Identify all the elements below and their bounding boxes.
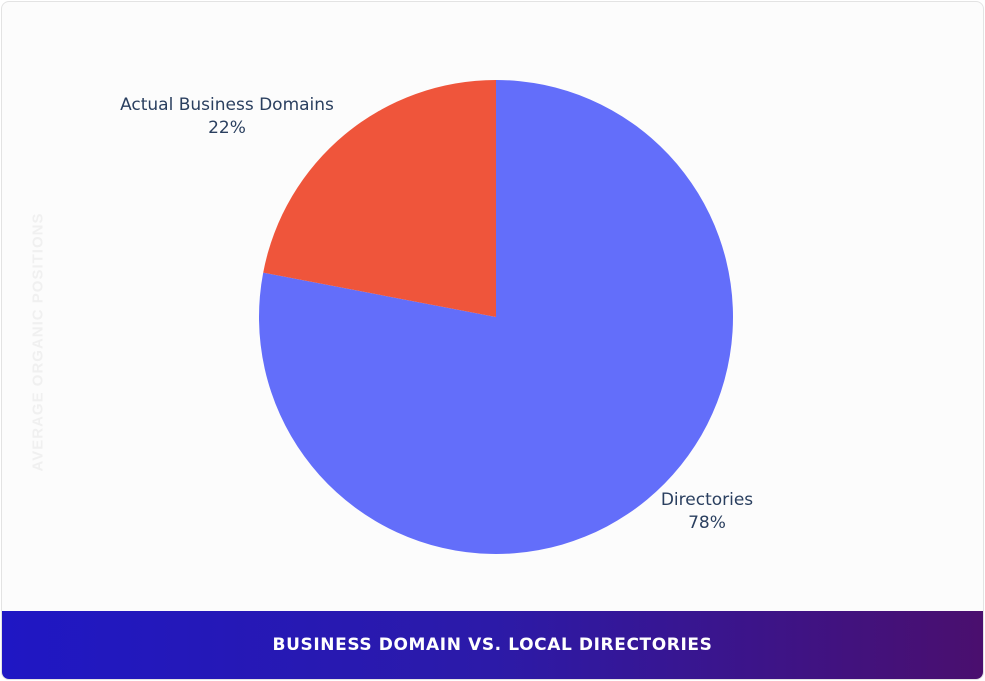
y-axis-title: AVERAGE ORGANIC POSITIONS xyxy=(29,212,47,472)
chart-footer: BUSINESS DOMAIN VS. LOCAL DIRECTORIES xyxy=(2,611,983,679)
chart-title: BUSINESS DOMAIN VS. LOCAL DIRECTORIES xyxy=(272,635,713,655)
slice-label: Directories xyxy=(661,490,753,510)
pie-chart: Directories 78% Actual Business Domains 22% xyxy=(120,79,753,554)
slice-label: Actual Business Domains xyxy=(120,95,334,115)
slice-value-label: 78% xyxy=(688,513,726,533)
pie-slice-actual-business-domains[interactable] xyxy=(263,79,496,317)
slice-value-label: 22% xyxy=(208,118,246,138)
